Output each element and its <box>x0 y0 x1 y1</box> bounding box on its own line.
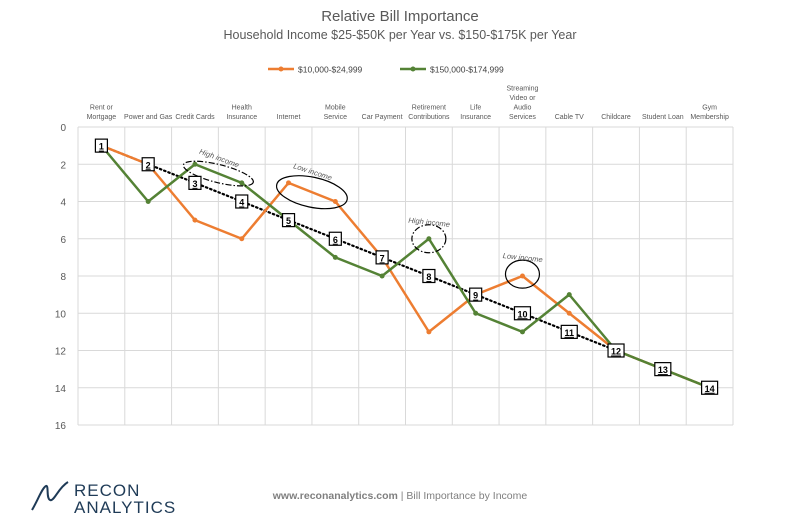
data-point <box>332 254 338 260</box>
annotation-ellipse <box>504 259 541 289</box>
data-point <box>473 310 479 316</box>
x-category-label: Gym Membership <box>690 105 729 122</box>
rank-label: 5 <box>286 216 291 226</box>
rank-label: 14 <box>705 384 715 394</box>
x-category-label: Credit Cards <box>175 114 215 121</box>
data-point <box>192 161 198 167</box>
chart-subtitle: Household Income $25-$50K per Year vs. $… <box>223 28 577 42</box>
annotation-ellipse <box>275 175 348 210</box>
legend-marker <box>278 66 284 72</box>
y-tick-label: 12 <box>55 347 67 358</box>
annotation-label: Low income <box>502 251 543 264</box>
rank-label: 12 <box>611 347 621 357</box>
logo-text: RECON ANALYTICS <box>74 482 176 516</box>
rank-label: 2 <box>146 160 151 170</box>
data-point <box>192 217 198 223</box>
rank-label: 11 <box>564 328 574 338</box>
rank-box <box>701 380 719 395</box>
rank-box <box>422 268 436 284</box>
y-tick-label: 0 <box>60 123 66 134</box>
annotation-label: High income <box>198 147 240 170</box>
rank-box <box>281 213 296 228</box>
rank-label: 4 <box>239 198 244 208</box>
x-category-label: Student Loan <box>642 114 684 121</box>
y-tick-label: 8 <box>60 272 66 283</box>
rank-box <box>141 157 155 172</box>
annotation-label: High income <box>408 216 450 229</box>
legend-label: $10,000-$24,999 <box>298 65 363 75</box>
x-category-label: Childcare <box>601 114 631 121</box>
x-category-label: Rent or Mortgage <box>87 105 117 122</box>
rank-box <box>469 287 483 302</box>
rank-box <box>235 194 249 209</box>
footer-site: www.reconanalytics.com <box>272 490 398 502</box>
rank-box <box>328 231 342 246</box>
x-category-label: Health Insurance <box>226 105 257 122</box>
legend-label: $150,000-$174,999 <box>430 65 504 75</box>
y-tick-label: 6 <box>60 235 66 246</box>
data-point <box>239 236 245 242</box>
data-point <box>286 180 292 186</box>
rank-label: 10 <box>517 309 527 319</box>
data-point <box>519 329 525 335</box>
x-category-label: Streaming Video or Audio Services <box>507 86 539 122</box>
x-category-label: Internet <box>277 114 301 121</box>
rank-box <box>513 306 532 321</box>
data-point <box>519 273 525 279</box>
rank-label: 8 <box>426 272 431 282</box>
logo-line-1: RECON <box>74 481 141 500</box>
rank-box <box>607 343 625 358</box>
rank-box <box>375 250 389 265</box>
rank-box <box>654 362 672 377</box>
rank-label: 13 <box>658 365 668 375</box>
rank-label: 6 <box>333 235 338 245</box>
data-point <box>566 292 572 298</box>
data-point <box>379 273 385 279</box>
series-line <box>100 144 711 389</box>
data-point <box>145 199 151 204</box>
footer: www.reconanalytics.com | Bill Importance… <box>0 490 800 502</box>
data-point <box>332 199 338 204</box>
y-tick-label: 16 <box>55 421 67 432</box>
rank-box <box>560 324 578 339</box>
data-point <box>239 180 245 186</box>
rank-box <box>94 138 108 153</box>
rank-label: 1 <box>99 142 104 152</box>
chart-title: Relative Bill Importance <box>321 8 479 25</box>
data-point <box>426 236 432 242</box>
data-point <box>566 310 572 316</box>
data-point <box>426 329 432 335</box>
rank-label: 7 <box>380 253 385 263</box>
footer-text: | Bill Importance by Income <box>397 490 528 502</box>
x-category-label: Cable TV <box>555 114 584 121</box>
rank-box <box>188 175 202 190</box>
annotation-ellipse <box>182 160 254 187</box>
y-tick-label: 2 <box>60 160 66 171</box>
logo-line-2: ANALYTICS <box>74 498 177 517</box>
rank-label: 3 <box>192 179 197 189</box>
x-category-label: Power and Gas <box>124 114 173 121</box>
x-category-label: Life Insurance <box>460 105 491 122</box>
recon-logo-icon <box>31 481 69 511</box>
x-category-label: Mobile Service <box>324 105 347 122</box>
legend-marker <box>410 66 416 72</box>
y-tick-label: 4 <box>60 198 66 209</box>
x-category-label: Car Payment <box>362 114 403 121</box>
rank-label: 9 <box>473 291 478 301</box>
annotation-ellipse <box>411 224 447 254</box>
y-tick-label: 10 <box>55 309 67 320</box>
y-tick-label: 14 <box>55 384 67 395</box>
x-category-label: Retirement Contributions <box>408 105 450 122</box>
